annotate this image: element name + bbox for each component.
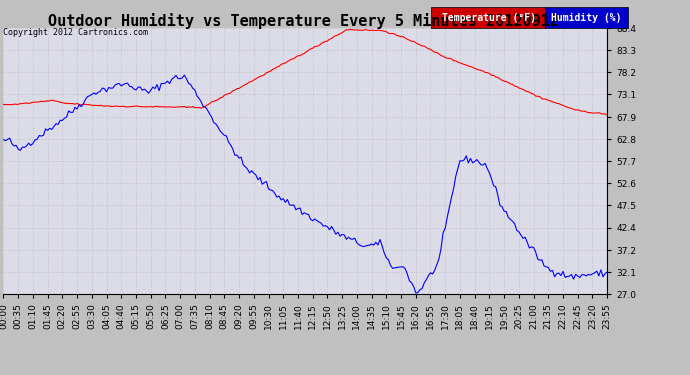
Text: Humidity (%): Humidity (%) [551,13,622,23]
Text: Outdoor Humidity vs Temperature Every 5 Minutes 20120912: Outdoor Humidity vs Temperature Every 5 … [48,13,559,29]
Text: Copyright 2012 Cartronics.com: Copyright 2012 Cartronics.com [3,28,148,37]
Text: Temperature (°F): Temperature (°F) [442,13,535,23]
